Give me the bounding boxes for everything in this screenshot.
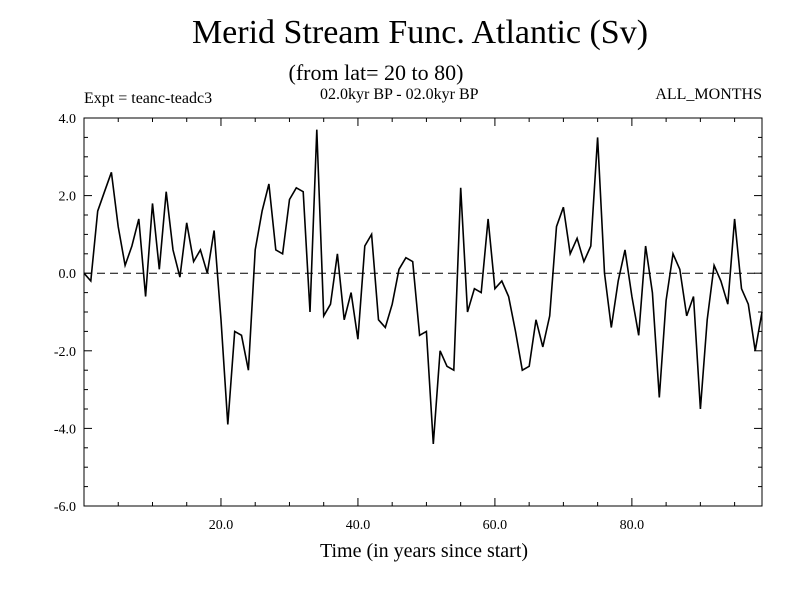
y-tick-label: -2.0 (54, 345, 76, 360)
x-tick-label: 60.0 (483, 518, 508, 533)
x-tick-label: 80.0 (620, 518, 645, 533)
plot-frame (83, 117, 763, 507)
chart-title: Merid Stream Func. Atlantic (Sv) (191, 14, 649, 51)
experiment-label: Expt = teanc-teadc3 (84, 90, 213, 107)
x-tick-label: 20.0 (209, 518, 234, 533)
y-tick-label: 4.0 (59, 112, 77, 127)
x-tick-label: 40.0 (346, 518, 371, 533)
y-tick-label: 2.0 (59, 190, 77, 205)
y-tick-label: 0.0 (59, 267, 77, 282)
y-tick-label: -4.0 (54, 422, 76, 437)
series-line-0 (83, 129, 763, 444)
period-label: 02.0kyr BP - 02.0kyr BP (320, 86, 479, 103)
months-label: ALL_MONTHS (655, 86, 762, 103)
x-axis-label: Time (in years since start) (319, 540, 529, 562)
chart-subtitle: (from lat= 20 to 80) (288, 60, 464, 85)
y-tick-label: -6.0 (54, 500, 76, 515)
